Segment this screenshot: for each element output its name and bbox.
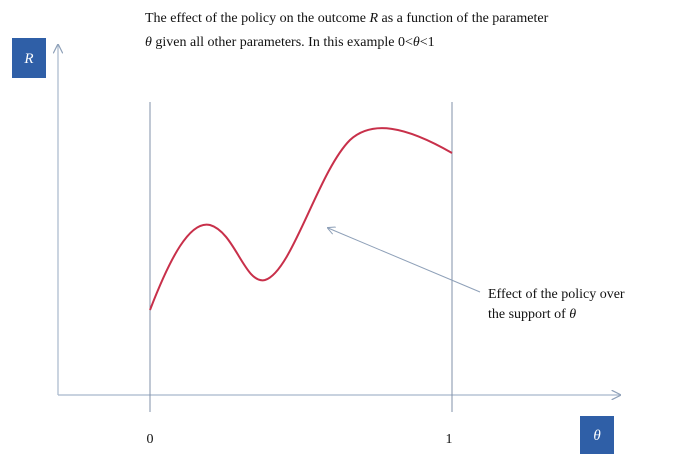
effect-curve	[149, 127, 453, 311]
title-line: The effect of the policy on the outcome …	[145, 11, 549, 26]
title-text: given all other parameters. In this exam…	[152, 35, 413, 50]
x-label-box	[580, 416, 614, 454]
title-line: θ given all other parameters. In this ex…	[145, 35, 435, 50]
annotation-arrow	[328, 228, 481, 293]
annotation-line: the support of θ	[488, 307, 576, 322]
title-text: The effect of the policy on the outcome	[145, 11, 369, 26]
annotation-text: θ	[569, 307, 576, 322]
x-axis-label: θ	[593, 428, 601, 444]
title-text: θ	[413, 35, 420, 50]
annotation-line: Effect of the policy over	[488, 287, 625, 302]
x-mark-label: 0	[147, 432, 154, 447]
y-axis-label: R	[23, 51, 33, 67]
title-text: as a function of the parameter	[378, 11, 549, 26]
annotation-text: the support of	[488, 307, 569, 322]
y-label-box	[12, 38, 46, 78]
x-mark-label: 1	[446, 432, 453, 447]
title-text: R	[368, 11, 378, 26]
title-text: <1	[420, 35, 435, 50]
title-text: θ	[145, 35, 152, 50]
